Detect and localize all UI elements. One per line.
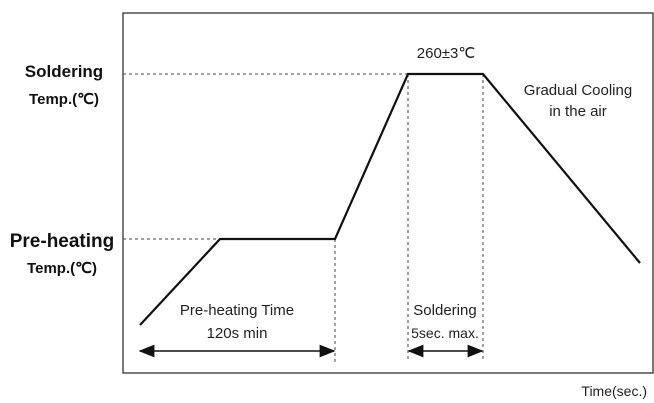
preheating-temp-label-line1: Pre-heating: [10, 231, 115, 252]
soldering-temp-label-line2: Temp.(℃): [29, 91, 99, 108]
cooling-label-line1: Gradual Cooling: [524, 82, 632, 99]
preheat-time-label-line2: 120s min: [207, 325, 268, 342]
x-axis-label: Time(sec.): [581, 383, 647, 399]
soldering-time-label-line1: Soldering: [413, 302, 476, 319]
temperature-profile-curve: [139, 72, 641, 326]
soldering-time-label-line2: 5sec. max.: [411, 325, 479, 341]
preheat-time-label-line1: Pre-heating Time: [180, 302, 294, 319]
soldering-temp-label-line1: Soldering: [25, 62, 103, 81]
cooling-label-line2: in the air: [549, 103, 607, 120]
peak-temp-label: 260±3℃: [417, 45, 475, 62]
preheating-temp-label-line2: Temp.(℃): [27, 260, 97, 277]
plot-frame: [122, 12, 654, 374]
